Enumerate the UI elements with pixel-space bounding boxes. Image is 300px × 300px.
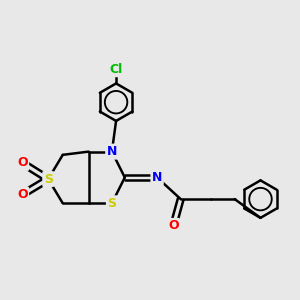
Text: O: O	[168, 219, 178, 232]
Text: N: N	[152, 171, 162, 184]
Text: S: S	[44, 172, 53, 186]
Text: S: S	[107, 197, 116, 210]
Text: Cl: Cl	[110, 63, 123, 76]
Text: O: O	[17, 156, 28, 170]
Text: O: O	[17, 188, 28, 201]
Text: N: N	[107, 145, 117, 158]
